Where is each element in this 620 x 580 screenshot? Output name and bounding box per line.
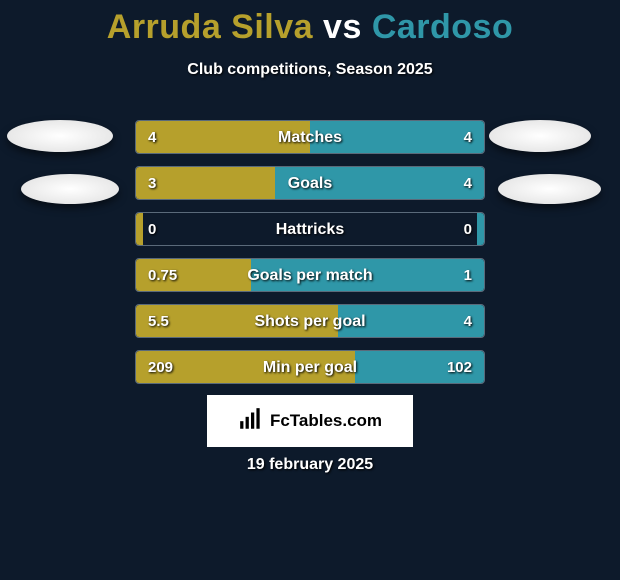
stat-value-left: 4 [148,121,156,154]
stat-value-left: 5.5 [148,305,169,338]
stat-label: Goals per match [136,259,484,292]
avatar-placeholder-mid-right [498,174,601,204]
date-text: 19 february 2025 [0,456,620,474]
stat-label: Matches [136,121,484,154]
stat-value-left: 209 [148,351,173,384]
stat-value-right: 1 [464,259,472,292]
avatar-placeholder-top-left [7,120,113,152]
stat-value-right: 0 [464,213,472,246]
stat-label: Hattricks [136,213,484,246]
stats-bars: Matches44Goals34Hattricks00Goals per mat… [135,120,485,396]
stat-row: Goals per match0.75 1 [135,258,485,292]
stat-label: Min per goal [136,351,484,384]
brand-text: FcTables.com [270,411,382,431]
stat-value-right: 4 [464,305,472,338]
stat-row: Min per goal209 102 [135,350,485,384]
player2-name: Cardoso [372,8,513,46]
chart-icon [238,406,264,437]
stat-value-right: 102 [447,351,472,384]
subtitle: Club competitions, Season 2025 [0,61,620,79]
page-title: Arruda Silva vs Cardoso [0,0,620,47]
stat-value-right: 4 [464,167,472,200]
stat-row: Matches4 4 [135,120,485,154]
avatar-placeholder-top-right [489,120,591,152]
stat-value-left: 0 [148,213,156,246]
player1-name: Arruda Silva [107,8,313,46]
stat-row: Shots per goal5.5 4 [135,304,485,338]
stat-value-left: 3 [148,167,156,200]
stat-row: Hattricks0 0 [135,212,485,246]
stat-label: Goals [136,167,484,200]
stat-value-left: 0.75 [148,259,177,292]
stat-row: Goals3 4 [135,166,485,200]
stat-label: Shots per goal [136,305,484,338]
stat-value-right: 4 [464,121,472,154]
vs-text: vs [323,8,362,46]
avatar-placeholder-mid-left [21,174,119,204]
brand-badge: FcTables.com [207,395,413,447]
